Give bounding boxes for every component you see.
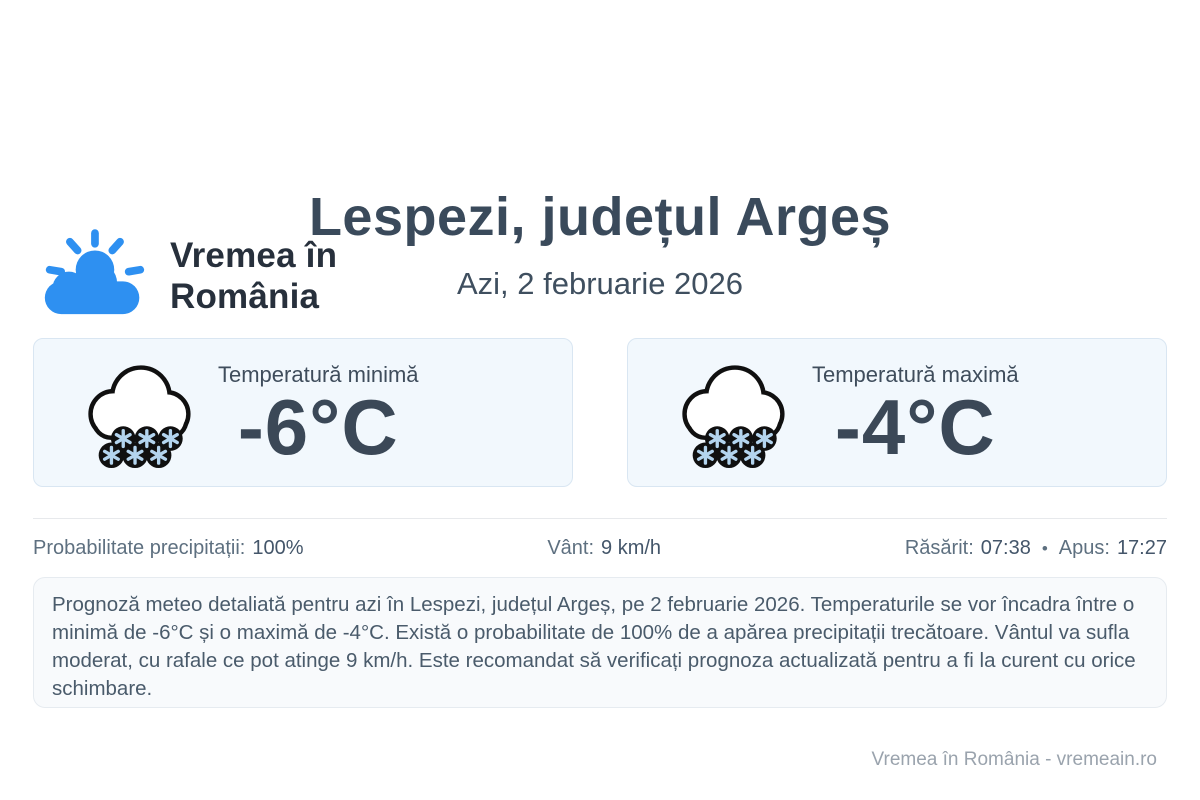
sun-times-stat: Răsărit: 07:38 • Apus: 17:27 [905,537,1167,560]
max-temperature-label: Temperatură maximă [812,361,1019,387]
min-temperature-text: Temperatură minimă -6°C [218,361,419,471]
precipitation-value: 100% [252,537,304,560]
snow-cloud-icon [72,355,202,471]
snow-cloud-icon [666,355,796,471]
forecast-text: Prognoză meteo detaliată pentru azi în L… [52,593,1136,701]
sun-cloud-logo-icon [44,229,145,315]
sunrise-value: 07:38 [980,537,1031,560]
page-title: Lespezi, județul Argeș [308,187,892,247]
footer-credit: Vremea în România - vremeain.ro [871,749,1157,771]
sunrise-label: Răsărit: [904,537,974,560]
stats-divider [33,518,1167,520]
forecast-summary-box: Prognoză meteo detaliată pentru azi în L… [33,577,1167,709]
max-temperature-value: -4°C [834,382,996,471]
stats-row: Probabilitate precipitații: 100% Vânt: 9… [33,537,1167,560]
wind-value: 9 km/h [601,537,662,560]
brand: Vremea în România [40,228,337,325]
min-temperature-value: -6°C [237,382,399,471]
max-temperature-text: Temperatură maximă -4°C [812,361,1019,471]
sunset-value: 17:27 [1116,537,1167,560]
precipitation-stat: Probabilitate precipitații: 100% [33,537,304,560]
max-temperature-card: Temperatură maximă -4°C [627,338,1167,488]
temperature-cards: Temperatură minimă -6°C Temperatură maxi… [33,338,1167,488]
brand-name-line2: România [170,276,320,316]
min-temperature-card: Temperatură minimă -6°C [33,338,573,488]
brand-name: Vremea în România [170,236,337,317]
min-temperature-label: Temperatură minimă [218,361,419,387]
weather-page: Vremea în România Lespezi, județul Argeș… [0,186,1200,800]
date-subtitle: Azi, 2 februarie 2026 [456,266,744,302]
bullet-separator: • [1041,539,1048,559]
precipitation-label: Probabilitate precipitații: [33,537,246,560]
wind-stat: Vânt: 9 km/h [547,537,661,560]
sunset-label: Apus: [1058,537,1110,560]
wind-label: Vânt: [547,537,595,560]
brand-name-line1: Vremea în [170,235,338,275]
